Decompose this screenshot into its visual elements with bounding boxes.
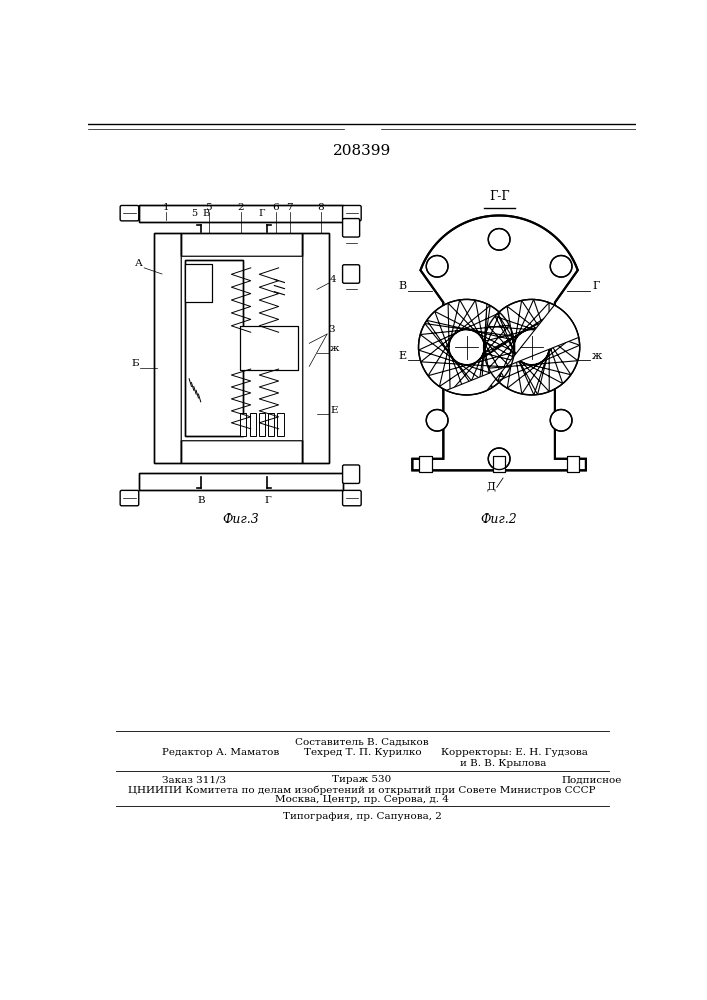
Bar [182,233,301,256]
Text: Корректоры: Е. Н. Гудзова: Корректоры: Е. Н. Гудзова [441,748,588,757]
Circle shape [489,229,510,250]
Text: Д: Д [486,482,495,492]
Bar [185,260,243,436]
Text: Г: Г [264,496,271,505]
Text: Тираж 530: Тираж 530 [332,775,392,784]
Circle shape [426,410,448,431]
Bar [301,233,329,463]
Bar [154,233,182,463]
Bar [182,256,301,440]
Bar [566,456,579,472]
FancyBboxPatch shape [120,205,139,221]
Text: 5: 5 [205,203,212,212]
Bar [566,456,579,472]
Bar [301,233,329,463]
Text: Заказ 311/3: Заказ 311/3 [162,775,226,784]
FancyBboxPatch shape [343,490,361,506]
Text: Е: Е [330,406,338,415]
Text: Фиг.2: Фиг.2 [481,513,518,526]
Text: ж: ж [592,351,602,361]
Bar [185,260,243,436]
Text: ЦНИИПИ Комитета по делам изобретений и открытий при Совете Министров СССР: ЦНИИПИ Комитета по делам изобретений и о… [128,785,596,795]
Text: В: В [198,496,205,505]
FancyBboxPatch shape [343,265,360,283]
Polygon shape [419,299,580,395]
Bar [139,205,343,222]
Text: 1: 1 [163,203,169,212]
Bar [250,413,256,436]
Bar [419,456,432,472]
Polygon shape [446,305,579,395]
Text: Типография, пр. Сапунова, 2: Типография, пр. Сапунова, 2 [283,812,441,821]
Circle shape [550,410,572,431]
Bar [185,264,212,302]
Text: 208399: 208399 [333,144,391,158]
Bar [240,326,298,370]
Bar [182,440,301,463]
FancyBboxPatch shape [120,490,139,506]
Bar [139,205,343,222]
Circle shape [419,299,515,395]
Bar [419,456,432,472]
Circle shape [484,299,580,395]
Bar [259,413,265,436]
Bar [182,233,301,256]
Bar [139,473,343,490]
Bar [566,456,579,472]
Text: Редактор А. Маматов: Редактор А. Маматов [162,748,279,757]
Bar [240,413,247,436]
Bar [139,473,343,490]
Text: В: В [398,281,406,291]
Circle shape [426,256,448,277]
Text: Подписное: Подписное [561,775,621,784]
Bar [493,456,506,472]
Text: 2: 2 [238,203,245,212]
Text: Б: Б [131,359,139,368]
Bar [139,205,343,222]
Text: Фиг.3: Фиг.3 [223,513,259,526]
FancyBboxPatch shape [343,205,361,221]
Text: 8: 8 [317,203,325,212]
FancyBboxPatch shape [343,219,360,237]
Text: Г-Г: Г-Г [489,190,510,203]
Bar [419,456,432,472]
Bar [185,264,212,302]
Text: 3: 3 [329,325,335,334]
Bar [240,326,298,370]
Circle shape [550,256,572,277]
Polygon shape [412,215,586,470]
Text: 7: 7 [286,203,293,212]
FancyBboxPatch shape [343,465,360,483]
Text: Техред Т. П. Курилко: Техред Т. П. Курилко [304,748,421,757]
Bar [154,233,182,463]
Bar [240,326,298,370]
Bar [154,233,182,463]
Bar [182,233,301,256]
Text: 5: 5 [192,209,198,218]
Text: 6: 6 [273,203,279,212]
Bar [139,473,343,490]
Text: В: В [202,209,209,218]
Bar [493,456,506,472]
Text: А: А [135,259,143,268]
Bar [268,413,274,436]
Bar [493,456,506,472]
Text: Е: Е [398,351,406,361]
Text: и В. В. Крылова: и В. В. Крылова [460,759,547,768]
Bar [182,440,301,463]
Bar [185,264,212,302]
Text: ж: ж [330,344,339,353]
Text: Г: Г [259,209,265,218]
Text: Г: Г [592,281,600,291]
Text: Москва, Центр, пр. Серова, д. 4: Москва, Центр, пр. Серова, д. 4 [275,795,449,804]
Circle shape [489,448,510,470]
Bar [277,413,284,436]
Bar [185,260,243,436]
Text: 4: 4 [330,275,337,284]
Bar [182,440,301,463]
Text: Составитель В. Садыков: Составитель В. Садыков [295,738,428,747]
Bar [301,233,329,463]
